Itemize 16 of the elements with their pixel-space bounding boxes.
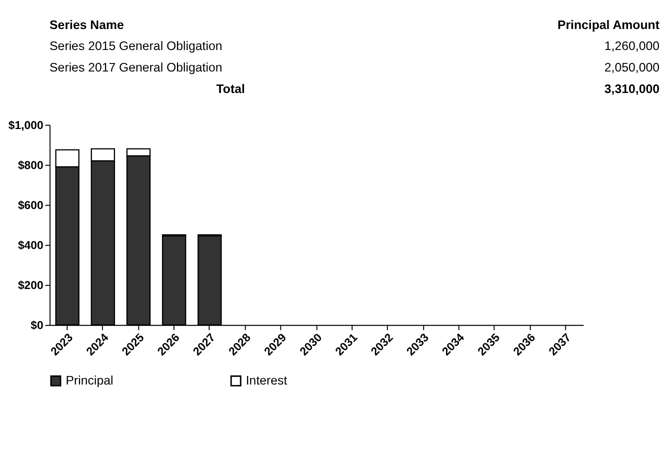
text: Series 2017 General Obligation xyxy=(50,60,222,75)
y-tick-label: $1,000 xyxy=(8,120,44,132)
text: 2,050,000 xyxy=(604,60,660,75)
text: Series Name xyxy=(50,18,124,32)
y-tick-label: $600 xyxy=(18,200,44,212)
y-tick-label: $400 xyxy=(18,240,44,252)
text: 1,260,000 xyxy=(604,39,660,54)
legend-label: Interest xyxy=(246,374,288,388)
y-tick-label: $200 xyxy=(18,280,44,292)
legend-label: Principal xyxy=(66,374,114,388)
y-tick-label: $800 xyxy=(18,160,44,172)
text: Principal Amount xyxy=(557,18,660,32)
text: Series 2015 General Obligation xyxy=(50,39,222,54)
text: Total xyxy=(216,82,245,96)
y-tick-label: $0 xyxy=(30,320,44,332)
text: 3,310,000 xyxy=(604,82,660,96)
